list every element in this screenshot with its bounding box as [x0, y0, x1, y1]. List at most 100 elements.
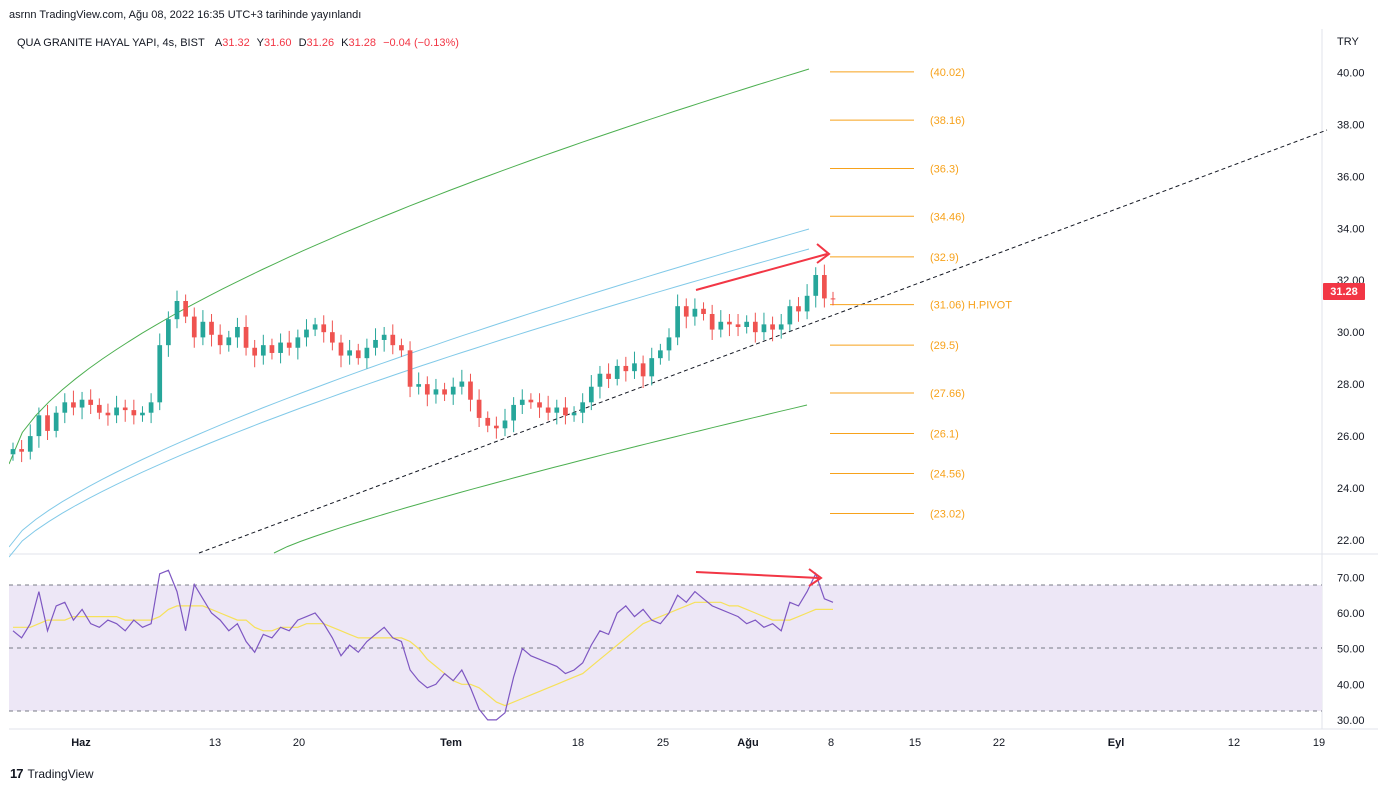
candle-body — [545, 407, 551, 413]
low-value: 31.26 — [307, 37, 335, 49]
candle-body — [36, 415, 42, 437]
rsi-tick-label: 40.00 — [1337, 679, 1365, 691]
rsi-tick-label: 30.00 — [1337, 715, 1365, 727]
pivot-label: (26.1) — [930, 428, 959, 440]
candle-body — [88, 399, 94, 405]
time-tick-label: Haz — [71, 737, 91, 749]
price-tick-label: 36.00 — [1337, 171, 1365, 183]
rsi-axis-ticks: 70.00 60.00 50.00 40.00 30.00 — [1337, 572, 1365, 727]
candle-body — [442, 389, 447, 395]
rsi-tick-label: 60.00 — [1337, 608, 1365, 620]
time-tick-label: 25 — [657, 737, 669, 749]
symbol-label: QUA GRANITE HAYAL YAPI, 4s, BIST — [17, 37, 205, 49]
candle-body — [45, 415, 50, 431]
candle-body — [53, 412, 59, 431]
candle-body — [114, 407, 119, 416]
rsi-tick-label: 50.00 — [1337, 644, 1365, 656]
candles — [10, 264, 836, 463]
last-price-value: 31.28 — [1330, 286, 1358, 298]
candle-body — [554, 407, 560, 413]
time-tick-label: 12 — [1228, 737, 1240, 749]
candle-body — [675, 306, 680, 338]
price-tick-label: 30.00 — [1337, 327, 1365, 339]
candle-body — [796, 306, 801, 312]
upper-band-line — [8, 68, 810, 465]
candle-body — [226, 337, 232, 346]
pivot-label: (23.02) — [930, 509, 965, 521]
candle-body — [468, 381, 473, 400]
candle-body — [148, 402, 154, 413]
candle-body — [373, 339, 378, 348]
candle-body — [709, 313, 715, 330]
candle-body — [787, 306, 793, 325]
rsi-ma-line — [13, 601, 833, 707]
candle-body — [79, 399, 85, 408]
candle-body — [200, 321, 206, 338]
high-label: Y — [257, 37, 265, 49]
tradingview-logo-icon: 17 — [10, 766, 24, 781]
candle-body — [744, 321, 750, 327]
candle-body — [27, 436, 33, 452]
support-trendline — [198, 129, 1328, 554]
change-value: −0.04 (−0.13%) — [383, 37, 459, 49]
time-axis-ticks: Haz 13 20 Tem 18 25 Ağu 8 15 22 Eyl 12 19 — [71, 737, 1325, 749]
candle-body — [433, 389, 439, 395]
time-tick-label: 20 — [293, 737, 305, 749]
time-tick-label: Eyl — [1108, 737, 1125, 749]
candle-body — [71, 402, 76, 408]
candle-body — [666, 337, 672, 351]
close-value: 31.28 — [348, 37, 376, 49]
candle-body — [778, 324, 784, 330]
pivot-levels: (40.02) (38.16) (36.3) (34.46) (32.9) (31.06)… — [830, 67, 1012, 521]
candle-body — [191, 316, 197, 338]
candle-body — [269, 345, 275, 353]
candle-body — [450, 386, 456, 395]
close-label: K — [341, 37, 349, 49]
high-value: 31.60 — [264, 37, 292, 49]
candle-body — [623, 365, 629, 372]
candle-body — [355, 350, 361, 359]
publish-caption: asrnn TradingView.com, Ağu 08, 2022 16:3… — [9, 9, 362, 21]
candle-body — [752, 321, 758, 333]
candle-body — [381, 334, 387, 340]
candle-body — [563, 407, 568, 416]
candle-body — [597, 373, 603, 387]
candle-body — [770, 324, 775, 330]
price-chart-svg[interactable]: (40.02) (38.16) (36.3) (34.46) (32.9) (31.06)… — [8, 29, 1378, 755]
price-tick-label: 34.00 — [1337, 223, 1365, 235]
chart-area[interactable]: (40.02) (38.16) (36.3) (34.46) (32.9) (31.06)… — [8, 29, 1378, 755]
candle-body — [588, 386, 594, 403]
brand-footer[interactable]: 17 TradingView — [10, 766, 94, 781]
price-axis-ticks: 40.0038.0036.0034.0032.0030.0028.0026.00… — [1337, 67, 1365, 547]
pivot-label: (36.3) — [930, 164, 959, 176]
regression-bands — [8, 68, 810, 558]
time-tick-label: Tem — [440, 737, 462, 749]
candle-body — [416, 384, 422, 387]
candle-body — [658, 350, 663, 359]
candle-body — [580, 402, 586, 413]
rsi-divergence-arrow — [695, 568, 823, 587]
candle-body — [735, 324, 741, 327]
rsi-tick-label: 70.00 — [1337, 572, 1365, 584]
candle-body — [485, 417, 491, 426]
candle-body — [701, 308, 706, 314]
low-label: D — [299, 37, 307, 49]
currency-label: TRY — [1337, 36, 1359, 48]
rsi-pane — [12, 569, 834, 721]
candle-body — [537, 402, 542, 408]
candle-body — [511, 404, 516, 421]
rsi-line — [12, 569, 834, 721]
candle-body — [632, 363, 637, 372]
mid-band-upper-line — [8, 228, 810, 548]
candle-body — [761, 324, 767, 333]
candle-body — [243, 326, 249, 348]
candle-body — [347, 350, 352, 356]
time-tick-label: 13 — [209, 737, 221, 749]
candle-body — [727, 321, 732, 325]
candle-body — [260, 345, 266, 356]
candle-body — [312, 324, 318, 330]
candle-body — [330, 332, 335, 343]
candle-body — [321, 324, 327, 333]
time-tick-label: Ağu — [737, 737, 758, 749]
lower-band-line — [273, 404, 808, 554]
